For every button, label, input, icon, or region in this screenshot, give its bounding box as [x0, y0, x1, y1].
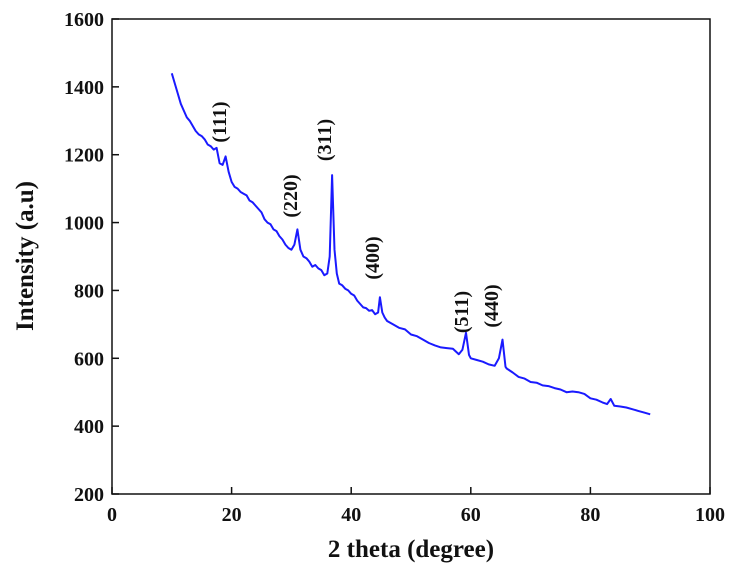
y-tick-label: 1000: [64, 213, 104, 235]
peak-label: (400): [362, 236, 384, 279]
peak-label: (220): [280, 174, 302, 217]
plot-frame: [111, 18, 711, 495]
y-tick-label: 1400: [64, 77, 104, 99]
y-tick-label: 1600: [64, 9, 104, 31]
peak-label: (111): [209, 101, 231, 142]
peak-label: (311): [314, 119, 336, 161]
x-tick-label: 80: [580, 504, 600, 526]
peak-label: (440): [481, 284, 503, 327]
x-tick-label: 60: [461, 504, 481, 526]
x-axis-title: 2 theta (degree): [328, 536, 494, 563]
data-line: [170, 73, 651, 416]
y-tick-label: 800: [74, 280, 104, 302]
y-tick-label: 200: [74, 484, 104, 506]
y-axis-title: Intensity (a.u): [12, 181, 39, 331]
x-tick-label: 100: [695, 504, 725, 526]
x-tick-label: 20: [222, 504, 242, 526]
x-tick-label: 40: [341, 504, 361, 526]
y-tick-label: 600: [74, 348, 104, 370]
y-tick-label: 400: [74, 416, 104, 438]
y-tick-label: 1200: [64, 145, 104, 167]
x-tick-label: 0: [107, 504, 117, 526]
peak-label: (511): [451, 291, 473, 333]
